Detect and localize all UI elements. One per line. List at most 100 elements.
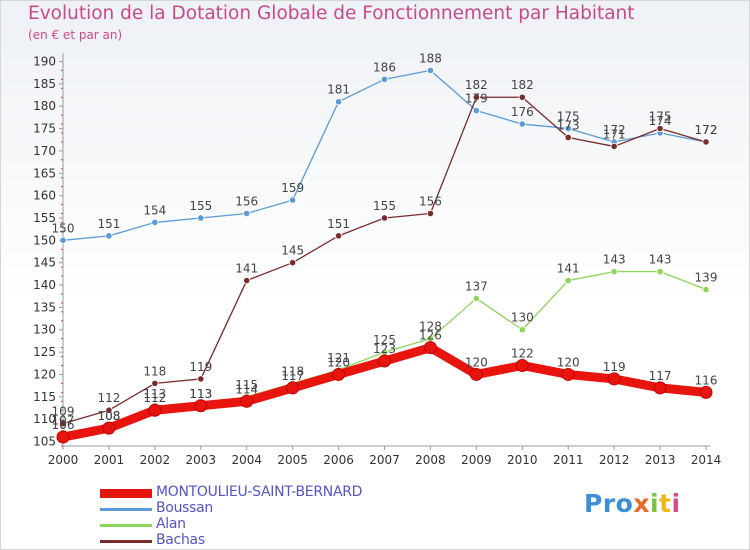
data-label: 151 <box>327 217 350 231</box>
y-tick-label: 150 <box>33 233 56 247</box>
proxiti-logo: Proxiti <box>584 489 681 518</box>
legend-label: Boussan <box>156 500 213 516</box>
legend-swatch <box>100 540 152 543</box>
data-label: 117 <box>649 369 672 383</box>
data-point <box>243 209 251 218</box>
data-point <box>656 268 664 276</box>
data-label: 119 <box>603 360 626 374</box>
data-point <box>197 214 205 222</box>
data-point <box>702 138 710 146</box>
x-tick-label: 2014 <box>691 453 722 467</box>
y-tick-label: 110 <box>33 412 56 426</box>
legend-label: Bachas <box>156 532 205 548</box>
data-label: 108 <box>97 409 120 423</box>
data-label: 175 <box>649 110 672 124</box>
y-tick-label: 145 <box>33 256 56 270</box>
logo-letter: i <box>671 489 681 518</box>
data-point <box>426 209 435 218</box>
data-label: 155 <box>189 199 212 213</box>
data-label: 143 <box>649 253 672 267</box>
x-tick-label: 2006 <box>323 453 354 467</box>
data-label: 155 <box>373 199 396 213</box>
data-point <box>656 124 664 133</box>
data-label: 118 <box>281 364 304 378</box>
y-tick-label: 160 <box>33 189 56 203</box>
x-tick-label: 2009 <box>461 453 492 467</box>
data-label: 159 <box>281 181 304 195</box>
data-label: 113 <box>189 387 212 401</box>
data-point <box>194 399 208 413</box>
data-label: 112 <box>143 391 166 405</box>
data-label: 107 <box>52 414 75 428</box>
data-point <box>289 196 297 204</box>
x-tick-label: 2002 <box>140 453 171 467</box>
data-label: 121 <box>327 351 350 365</box>
data-label: 122 <box>511 347 534 361</box>
data-label: 175 <box>557 110 580 124</box>
data-point <box>289 259 297 267</box>
data-label: 120 <box>465 355 488 369</box>
data-label: 172 <box>695 123 718 137</box>
data-point <box>332 367 346 381</box>
data-point <box>699 385 713 399</box>
data-point <box>197 375 205 383</box>
chart-subtitle: (en € et par an) <box>28 28 123 42</box>
data-label: 141 <box>235 262 258 276</box>
data-label: 188 <box>419 51 442 65</box>
y-tick-label: 155 <box>33 211 56 225</box>
y-tick-label: 140 <box>33 278 56 292</box>
data-label: 156 <box>419 194 442 208</box>
data-point <box>334 98 343 106</box>
data-label: 123 <box>373 342 396 356</box>
y-tick-label: 130 <box>33 323 56 337</box>
y-tick-label: 105 <box>33 435 56 449</box>
data-point <box>105 232 113 240</box>
data-point <box>518 120 526 128</box>
data-label: 172 <box>695 123 718 137</box>
data-label: 117 <box>281 369 304 383</box>
legend-swatch <box>100 524 152 527</box>
x-tick-label: 2012 <box>599 453 630 467</box>
data-point <box>515 359 529 373</box>
y-tick-label: 115 <box>33 390 56 404</box>
data-label: 150 <box>52 221 75 235</box>
data-label: 173 <box>557 118 580 132</box>
y-tick-label: 135 <box>33 300 56 314</box>
data-label: 106 <box>52 418 75 432</box>
legend-swatch <box>100 489 152 498</box>
x-tick-label: 2001 <box>94 453 125 467</box>
data-point <box>378 354 391 368</box>
data-point <box>151 379 159 388</box>
data-label: 179 <box>465 92 488 106</box>
data-point <box>286 381 300 395</box>
data-label: 120 <box>557 355 580 369</box>
data-point <box>472 294 480 303</box>
data-label: 115 <box>235 378 258 392</box>
data-label: 128 <box>419 320 442 334</box>
y-tick-label: 175 <box>33 122 56 136</box>
data-label: 176 <box>511 105 534 119</box>
data-label: 116 <box>695 373 718 387</box>
data-point <box>334 232 343 240</box>
data-point <box>380 75 389 83</box>
data-label: 118 <box>143 364 166 378</box>
x-tick-label: 2011 <box>553 453 584 467</box>
data-point <box>610 268 618 276</box>
y-tick-label: 125 <box>33 345 56 359</box>
data-label: 145 <box>281 244 304 258</box>
x-tick-label: 2008 <box>415 453 446 467</box>
data-point <box>426 66 435 75</box>
data-point <box>702 285 710 294</box>
data-label: 141 <box>557 262 580 276</box>
legend-label: MONTOULIEU-SAINT-BERNARD <box>156 484 363 500</box>
y-tick-label: 180 <box>33 99 56 113</box>
data-point <box>148 403 162 417</box>
x-tick-label: 2003 <box>186 453 217 467</box>
data-label: 181 <box>327 83 350 97</box>
data-point <box>472 107 480 115</box>
data-label: 151 <box>97 217 120 231</box>
data-label: 120 <box>327 355 350 369</box>
x-tick-label: 2004 <box>231 453 262 467</box>
